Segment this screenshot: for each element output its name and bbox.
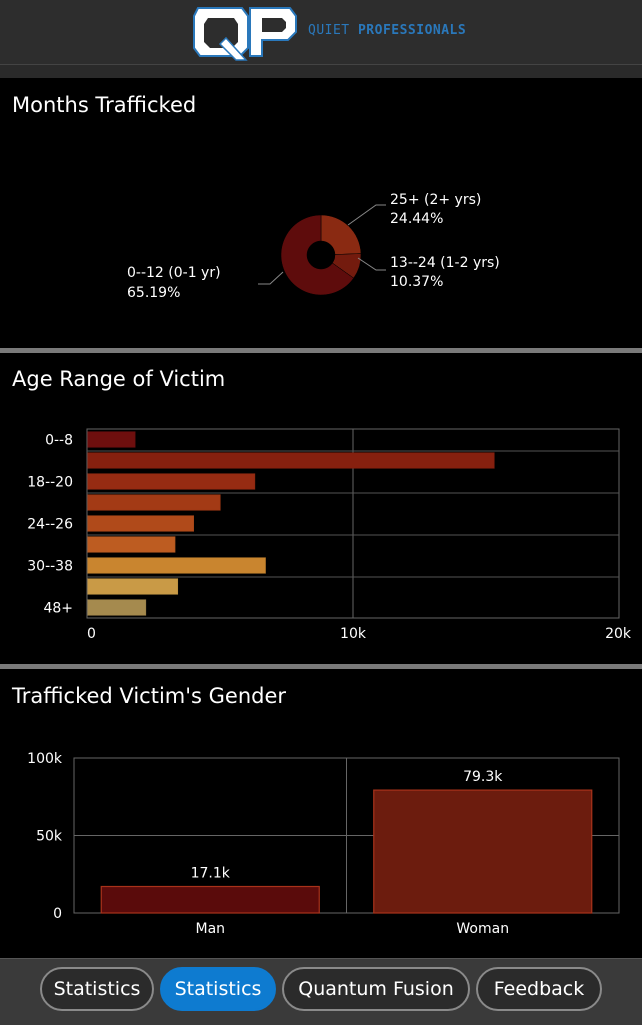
months-title: Months Trafficked xyxy=(12,93,197,117)
leader-line xyxy=(347,204,386,226)
y-tick-label: 100k xyxy=(27,751,63,767)
tab-statistics[interactable]: Statistics xyxy=(40,967,154,1011)
age-bar xyxy=(87,452,495,469)
gender-bar-chart: 0 50k 100k 17.1k Man 79.3k Woman xyxy=(27,751,620,937)
age-bar xyxy=(87,473,256,490)
tab-feedback[interactable]: Feedback xyxy=(476,967,602,1011)
y-tick-label: 0--8 xyxy=(45,433,73,449)
bar-data-label: 17.1k xyxy=(191,865,231,881)
x-tick-label: Man xyxy=(195,921,225,937)
age-bar xyxy=(87,557,266,574)
y-tick-label: 18--20 xyxy=(27,475,73,491)
app-header: QUIET PROFESSIONALS xyxy=(0,0,642,65)
age-bar-chart: 0--8 18--20 24--26 30--38 48+ 0 10k 20k xyxy=(27,428,632,642)
brand-word-quiet: QUIET xyxy=(308,23,350,38)
qp-logo xyxy=(193,7,297,61)
gender-section: Trafficked Victim's Gender 0 50k 100k 17.1k… xyxy=(0,669,642,958)
brand-name: QUIET PROFESSIONALS xyxy=(308,23,466,38)
bar-data-label: 79.3k xyxy=(463,769,503,785)
y-tick-label: 48+ xyxy=(43,601,73,617)
x-tick-label: 10k xyxy=(340,626,367,642)
section-divider xyxy=(0,348,642,353)
gender-bar xyxy=(100,885,320,914)
x-tick-label: 0 xyxy=(87,626,96,642)
section-divider xyxy=(0,664,642,669)
y-tick-label: 50k xyxy=(36,829,63,845)
slice-label: 13--24 (1-2 yrs) xyxy=(390,255,500,271)
slice-label: 25+ (2+ yrs) xyxy=(390,192,481,208)
donut-slice xyxy=(320,214,362,255)
header-separator xyxy=(0,65,642,78)
slice-label: 0--12 (0-1 yr) xyxy=(127,265,221,281)
months-section: Months Trafficked 25+ (2+ yrs) 24.44% 13--… xyxy=(0,80,642,348)
age-bar xyxy=(87,578,179,595)
age-bar xyxy=(87,599,147,616)
age-bar xyxy=(87,494,221,511)
tab-quantum-fusion[interactable]: Quantum Fusion xyxy=(282,967,470,1011)
y-tick-label: 30--38 xyxy=(27,559,73,575)
bottom-tab-bar: Statistics Statistics Quantum Fusion Fee… xyxy=(0,958,642,1025)
tab-statistics-active[interactable]: Statistics xyxy=(160,967,276,1011)
gender-bar xyxy=(373,789,593,914)
slice-value: 65.19% xyxy=(127,285,180,301)
leader-line xyxy=(357,257,386,271)
months-donut-chart: 25+ (2+ yrs) 24.44% 13--24 (1-2 yrs) 10.37%… xyxy=(127,192,500,301)
age-bar xyxy=(87,515,195,532)
slice-value: 24.44% xyxy=(390,211,443,227)
y-tick-label: 0 xyxy=(53,906,62,922)
age-bar xyxy=(87,536,176,553)
x-tick-label: 20k xyxy=(605,626,632,642)
y-tick-label: 24--26 xyxy=(27,517,73,533)
leader-line xyxy=(258,271,284,285)
age-title: Age Range of Victim xyxy=(12,367,226,391)
slice-value: 10.37% xyxy=(390,274,443,290)
x-tick-label: Woman xyxy=(456,921,509,937)
donut-slice xyxy=(280,214,354,296)
age-bar xyxy=(87,431,136,448)
gender-title: Trafficked Victim's Gender xyxy=(12,684,287,708)
brand-word-professionals: PROFESSIONALS xyxy=(357,23,467,38)
age-section: Age Range of Victim 0--8 18--20 24--26 30--… xyxy=(0,353,642,664)
